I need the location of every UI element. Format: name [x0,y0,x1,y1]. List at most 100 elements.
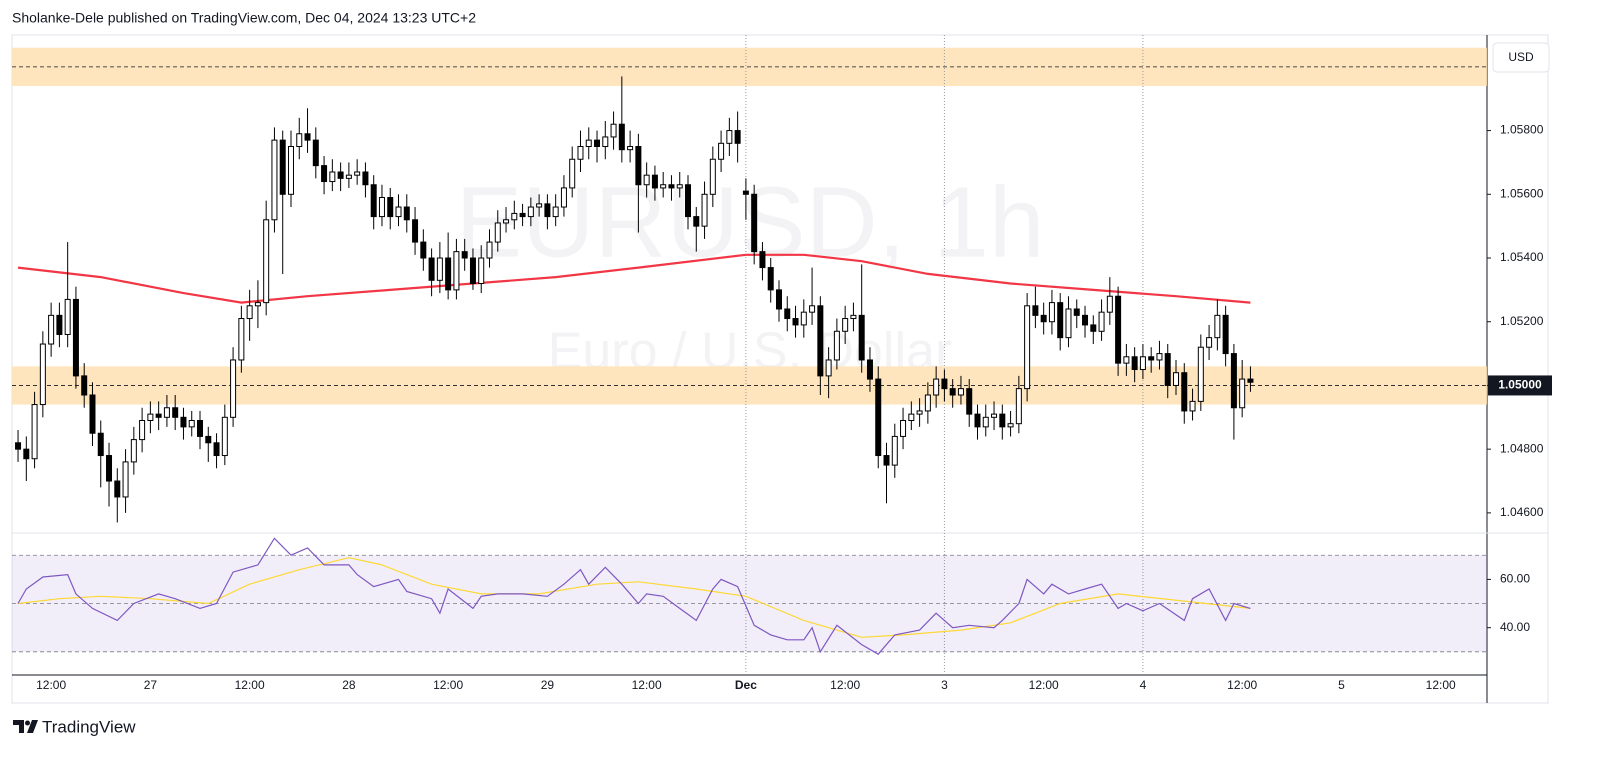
currency-box[interactable] [1492,42,1550,73]
candle-body [809,305,816,313]
candle-body [569,158,576,189]
candle-body [469,257,476,284]
x-tick-label: 4 [1140,678,1147,692]
candle-body [1239,378,1246,409]
candle-body [56,314,63,335]
candle-body [180,416,187,428]
x-tick-label: 12:00 [36,678,66,692]
candle-body [742,190,749,195]
logo-dot [25,720,30,726]
candle-body [784,308,791,320]
candle-body [436,257,443,281]
y-tick-label: 1.05600 [1500,186,1544,200]
candle-body [114,480,121,498]
candle-body [602,136,609,148]
rsi-tick-label: 60.00 [1500,572,1530,586]
rsi-ma-line [17,557,1251,638]
candle-body [643,174,650,186]
candle-body [205,435,212,444]
candle-body [1015,388,1022,425]
candle-body [31,404,38,460]
ema-line [17,253,1251,304]
candle-body [1222,314,1229,355]
candle-body [610,123,617,138]
candle-body [395,206,402,218]
candle-body [486,241,493,259]
candle-body [89,394,96,434]
candle-body [1048,302,1055,323]
brand: TradingView [42,717,136,736]
candle-body [279,139,286,195]
x-tick-label: 12:00 [235,678,265,692]
candle-body [1164,353,1171,386]
candle-body [296,133,303,148]
candle-body [660,184,667,189]
candle-body [64,298,71,335]
candle-body [254,302,261,307]
candle-body [883,455,890,466]
candle-body [1106,295,1113,313]
candle-body [560,187,567,208]
candle-body [403,206,410,221]
candle-body [817,305,824,377]
candle-body [304,133,311,141]
candle-body [536,203,543,208]
candle-body [106,455,113,482]
candle-body [1024,305,1031,390]
candle-body [552,206,559,218]
candle-body [594,139,601,148]
candle-body [850,314,857,320]
candle-body [122,461,129,498]
rsi-line [17,537,1251,655]
candle-body [387,196,394,218]
candle-body [767,267,774,291]
candle-body [1247,378,1254,383]
candle-body [1065,308,1072,339]
logo-icon [13,720,38,733]
candle-body [362,171,369,186]
candle-body [23,448,30,460]
candle-body [1123,356,1130,364]
candle-body [900,419,907,437]
rsi-tick-label: 40.00 [1500,620,1530,634]
candle-body [1230,353,1237,409]
candle-body [478,257,485,284]
candle-body [445,257,452,291]
candle-body [982,416,989,428]
brand-logo: TradingView [13,717,136,736]
candle-body [916,410,923,415]
candle-body [792,318,799,326]
candle-body [271,139,278,221]
candle-body [155,413,162,418]
candle-body [858,314,865,361]
candle-body [726,130,733,144]
candle-body [924,394,931,412]
candle-body [974,413,981,428]
x-tick-label: 27 [144,678,158,692]
candle-body [1131,356,1138,371]
candle-body [337,171,344,179]
candle-body [370,184,377,218]
candle-body [999,413,1006,428]
candle-body [81,375,88,396]
candle-body [668,184,675,189]
candle-body [891,435,898,466]
x-tick-label: Dec [735,678,757,692]
candle-body [503,219,510,224]
candle-body [866,359,873,380]
candle-body [527,206,534,218]
candle-body [147,413,154,421]
candle-body [312,139,319,167]
candle-body [494,222,501,243]
candle-body [453,251,460,291]
candle-body [701,193,708,227]
currency: USD [1508,50,1534,64]
y-tick-label: 1.04600 [1500,505,1544,519]
candle-body [345,174,352,179]
candle-body [627,146,634,151]
x-tick-label: 12:00 [1029,678,1059,692]
candle-body [48,314,55,345]
candle-body [72,298,79,377]
